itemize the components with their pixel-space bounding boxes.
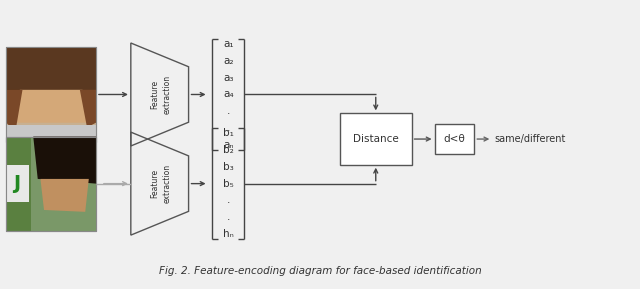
- Text: a₂: a₂: [223, 56, 234, 66]
- Text: b₅: b₅: [223, 179, 234, 189]
- Text: Feature
extraction: Feature extraction: [150, 75, 172, 114]
- FancyBboxPatch shape: [6, 47, 96, 142]
- Text: .: .: [227, 106, 230, 116]
- Text: Feature
extraction: Feature extraction: [150, 164, 172, 203]
- Text: .: .: [227, 195, 230, 205]
- Polygon shape: [6, 47, 96, 90]
- Text: a₁: a₁: [223, 39, 234, 49]
- Text: .: .: [227, 212, 230, 222]
- Text: b₃: b₃: [223, 162, 234, 172]
- FancyBboxPatch shape: [340, 113, 412, 165]
- Text: J: J: [13, 174, 20, 193]
- Text: a₃: a₃: [223, 73, 234, 83]
- FancyBboxPatch shape: [6, 125, 96, 142]
- Text: b₁: b₁: [223, 128, 234, 138]
- Polygon shape: [31, 137, 96, 231]
- Text: same/different: same/different: [494, 134, 566, 144]
- Polygon shape: [6, 90, 60, 99]
- Text: Fig. 2. Feature-encoding diagram for face-based identification: Fig. 2. Feature-encoding diagram for fac…: [159, 266, 481, 276]
- Text: b₂: b₂: [223, 145, 234, 155]
- Polygon shape: [15, 90, 87, 123]
- Polygon shape: [6, 90, 22, 132]
- FancyBboxPatch shape: [435, 124, 474, 154]
- Text: a₄: a₄: [223, 90, 234, 99]
- Text: aₙ: aₙ: [223, 140, 234, 150]
- FancyBboxPatch shape: [6, 137, 96, 231]
- Text: d<θ: d<θ: [444, 134, 465, 144]
- Text: .: .: [227, 123, 230, 133]
- Polygon shape: [40, 179, 89, 212]
- Polygon shape: [80, 90, 96, 127]
- Text: Distance: Distance: [353, 134, 399, 144]
- Text: hₙ: hₙ: [223, 229, 234, 239]
- Polygon shape: [33, 137, 96, 184]
- FancyBboxPatch shape: [6, 165, 29, 202]
